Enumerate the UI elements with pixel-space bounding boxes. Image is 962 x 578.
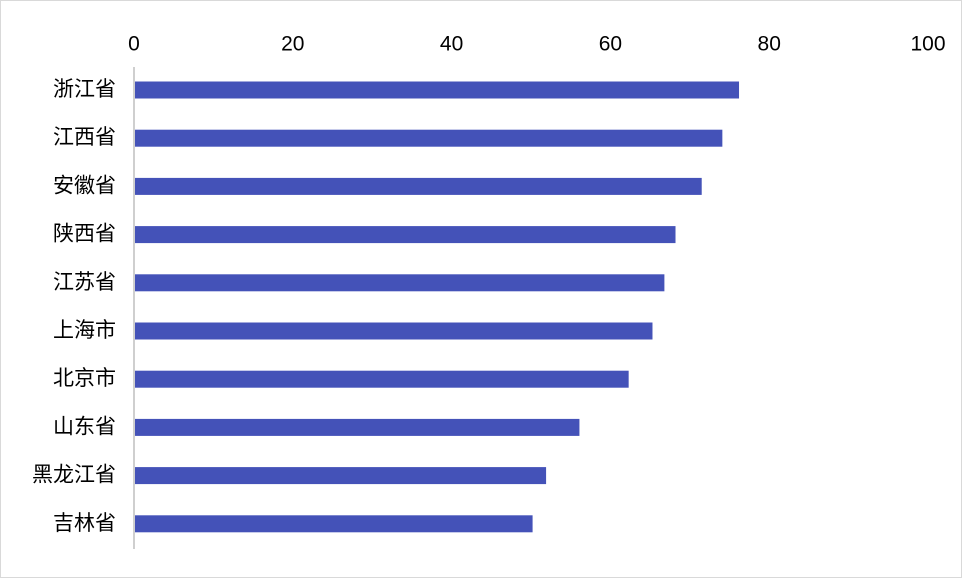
bar (135, 274, 665, 292)
category-label: 吉林省 (53, 511, 116, 535)
category-label: 北京市 (53, 366, 116, 390)
category-label: 山东省 (53, 414, 116, 438)
bar (135, 81, 740, 99)
x-tick-label: 100 (910, 33, 945, 56)
category-label: 安徽省 (53, 173, 116, 197)
bar (135, 129, 723, 147)
x-tick-label: 20 (281, 33, 304, 56)
category-label: 黑龙江省 (32, 463, 116, 487)
x-tick-label: 0 (128, 33, 140, 56)
bar (135, 322, 653, 340)
bar (135, 226, 676, 244)
x-tick-label: 80 (758, 33, 781, 56)
category-label: 江苏省 (53, 270, 116, 294)
category-label: 江西省 (53, 125, 116, 149)
bar (135, 370, 629, 388)
x-tick-label: 40 (440, 33, 463, 56)
category-label: 陕西省 (53, 222, 116, 246)
bar (135, 515, 533, 533)
x-tick-label: 60 (599, 33, 622, 56)
bar (135, 418, 580, 436)
bar (135, 177, 702, 195)
bars-group (135, 81, 740, 533)
bar (135, 467, 547, 485)
category-label: 上海市 (53, 318, 116, 342)
x-axis-ticks: 0 20 40 60 80 100 (128, 33, 945, 56)
category-label: 浙江省 (53, 77, 116, 101)
